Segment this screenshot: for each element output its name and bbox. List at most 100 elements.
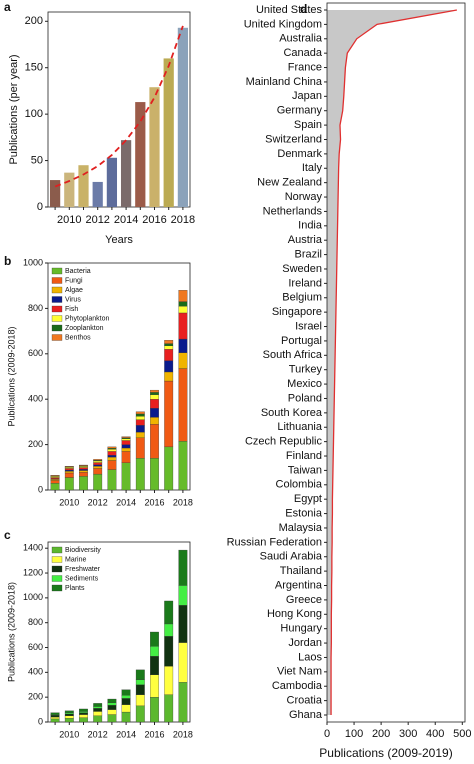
x-tick-label: 2016 [144, 497, 164, 507]
bar-segment [50, 718, 60, 723]
bar-segment [178, 290, 188, 302]
bar-segment [93, 464, 103, 467]
x-tick-label: 2010 [59, 497, 79, 507]
bar-segment [93, 703, 103, 707]
bar-segment [50, 712, 60, 715]
bar [149, 87, 160, 207]
y-tick-label: Laos [298, 651, 322, 663]
legend-swatch [51, 324, 63, 332]
x-tick-label: 2018 [173, 497, 193, 507]
bar-segment [121, 689, 131, 696]
y-tick-label: 1200 [23, 567, 43, 577]
y-tick-label: Saudi Arabia [260, 551, 323, 563]
bar-segment [107, 698, 117, 703]
y-tick-label: Russian Federation [227, 536, 322, 548]
y-tick-label: Czech Republic [245, 436, 323, 448]
y-tick-label: Thailand [280, 565, 322, 577]
bar-segment [121, 695, 131, 699]
x-tick-label: 2012 [85, 214, 109, 226]
y-tick-label: Switzerland [265, 133, 322, 145]
bar-segment [178, 441, 188, 491]
x-tick-label: 400 [426, 728, 444, 740]
y-tick-label: Mexico [287, 378, 322, 390]
y-tick-label: 200 [25, 15, 43, 27]
legend-label: Benthos [65, 334, 91, 341]
bar-segment [164, 371, 174, 382]
bar-segment [79, 714, 88, 718]
bar-segment [79, 711, 88, 713]
bar-segment [50, 476, 60, 478]
y-tick-label: Malaysia [279, 522, 323, 534]
bar-segment [64, 466, 74, 467]
bar-segment [93, 706, 103, 709]
y-tick-label: Croatia [287, 695, 323, 707]
legend-swatch [51, 556, 63, 563]
y-tick-label: 600 [28, 642, 43, 652]
bar-segment [107, 709, 117, 715]
bar-segment [93, 473, 103, 491]
y-tick-label: South Africa [263, 349, 323, 361]
legend-label: Bacteria [65, 268, 91, 275]
legend-swatch [51, 305, 63, 313]
bar-segment [164, 380, 174, 448]
bar-segment [164, 665, 174, 695]
bar-segment [64, 467, 74, 469]
bar-segment [150, 417, 159, 425]
y-tick-label: Austria [288, 234, 323, 246]
bar-segment [178, 642, 188, 683]
legend-label: Fungi [65, 277, 83, 284]
bar-segment [79, 476, 88, 491]
y-tick-label: Spain [294, 119, 322, 131]
bar-segment [164, 694, 174, 723]
bar-segment [164, 446, 174, 491]
y-axis-label: Publications (per year) [8, 54, 20, 164]
legend-swatch [51, 334, 63, 341]
bar-segment [150, 646, 159, 657]
bar-segment [93, 468, 103, 475]
y-axis-label: Publications (2009-2018) [6, 582, 16, 682]
bar-segment [164, 345, 174, 350]
bar-segment [121, 440, 131, 445]
bar-segment [64, 477, 74, 491]
x-tick-label: 2018 [171, 214, 195, 226]
y-tick-label: Ireland [288, 277, 322, 289]
bar-segment [64, 710, 74, 713]
x-tick-label: 2012 [88, 729, 108, 739]
panel-label: a [4, 0, 11, 14]
y-tick-label: Colombia [276, 479, 323, 491]
bar-segment [150, 389, 159, 393]
x-tick-label: 2014 [116, 497, 136, 507]
bar-segment [107, 456, 117, 461]
x-tick-label: 2016 [142, 214, 166, 226]
y-tick-label: Israel [295, 320, 322, 332]
panel-label: d [300, 2, 307, 16]
x-axis-label: Years [105, 234, 133, 246]
y-tick-label: Portugal [281, 335, 322, 347]
y-tick-label: United Kingdom [244, 18, 322, 30]
y-tick-label: Cambodia [272, 680, 323, 692]
y-axis-label: Publications (2009-2018) [6, 326, 16, 426]
bar-segment [107, 448, 117, 452]
bar-segment [178, 605, 188, 643]
y-tick-label: Canada [283, 47, 322, 59]
bar-segment [93, 466, 103, 469]
bar-segment [93, 460, 103, 463]
x-tick-label: 0 [324, 728, 330, 740]
bar-segment [107, 702, 117, 706]
legend-swatch [51, 565, 63, 573]
bar-segment [64, 718, 74, 723]
plot-frame [47, 262, 191, 491]
legend-label: Phytoplankton [65, 315, 109, 322]
area [327, 10, 457, 715]
bar-segment [107, 451, 117, 456]
legend-label: Algae [65, 287, 83, 294]
bar-segment [50, 480, 60, 484]
y-tick-label: Mainland China [246, 76, 323, 88]
y-tick-label: 800 [28, 617, 43, 627]
bar-segment [79, 470, 88, 473]
bar-segment [164, 343, 174, 347]
bar-segment [164, 636, 174, 667]
x-tick-label: 2012 [88, 497, 108, 507]
bar-segment [178, 368, 188, 442]
